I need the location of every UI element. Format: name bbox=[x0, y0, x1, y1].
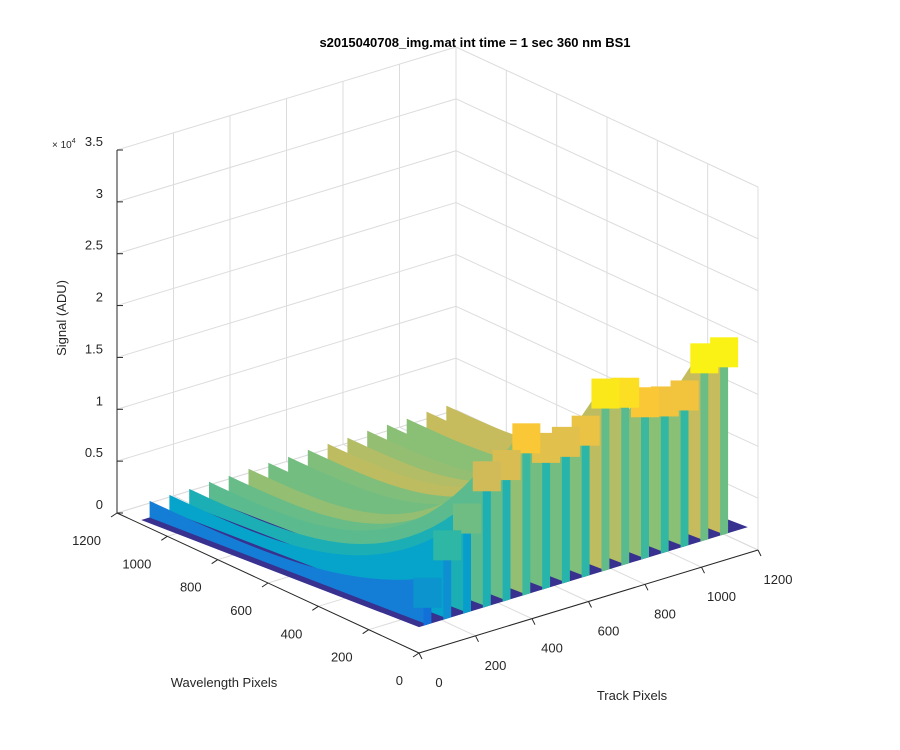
x-tick-label: 1200 bbox=[764, 572, 793, 587]
track-front-face bbox=[581, 416, 590, 578]
track-front-face bbox=[542, 434, 551, 590]
y-tick-label: 600 bbox=[230, 603, 252, 618]
x-tick-label: 0 bbox=[435, 675, 442, 690]
gridline bbox=[116, 150, 457, 255]
track-peak-cap bbox=[512, 423, 541, 454]
x-tick bbox=[531, 618, 536, 625]
chart-title: s2015040708_img.mat int time = 1 sec 360… bbox=[319, 35, 630, 50]
y-tick bbox=[110, 512, 118, 518]
surface-plot bbox=[141, 337, 748, 628]
x-tick bbox=[418, 652, 423, 660]
gridline bbox=[455, 98, 759, 240]
z-tick-label: 0 bbox=[96, 497, 103, 512]
track-peak-cap bbox=[453, 503, 482, 534]
z-tick-label: 0.5 bbox=[85, 445, 103, 460]
y-tick bbox=[362, 629, 369, 635]
gridline bbox=[116, 46, 457, 151]
z-axis-label: Signal (ADU) bbox=[54, 280, 69, 356]
x-tick bbox=[588, 601, 592, 608]
axes-lines bbox=[110, 149, 762, 660]
x-tick bbox=[701, 566, 705, 574]
track-front-face bbox=[522, 424, 531, 596]
gridline bbox=[455, 150, 759, 292]
z-tick-label: 1.5 bbox=[85, 341, 103, 356]
z-tick-label: 3.5 bbox=[85, 134, 103, 149]
z-exponent-label: × 104 bbox=[52, 138, 76, 151]
y-tick-label: 800 bbox=[180, 580, 202, 595]
track-peak-cap bbox=[433, 530, 462, 561]
track-front-face bbox=[621, 378, 630, 566]
z-tick-label: 1 bbox=[96, 393, 103, 408]
x-tick bbox=[644, 584, 649, 591]
track-peak-cap bbox=[413, 577, 442, 608]
z-tick-label: 2.5 bbox=[85, 238, 103, 253]
gridline bbox=[116, 202, 457, 307]
gridline bbox=[116, 409, 457, 514]
x-tick-label: 600 bbox=[598, 624, 620, 639]
y-axis-label: Wavelength Pixels bbox=[171, 675, 278, 690]
y-tick-label: 1000 bbox=[122, 556, 151, 571]
y-tick-label: 400 bbox=[281, 626, 303, 641]
z-tick-label: 3 bbox=[96, 186, 103, 201]
track-front-face bbox=[680, 381, 689, 548]
track-front-face bbox=[641, 388, 649, 560]
track-front-face bbox=[601, 379, 610, 572]
y-tick-label: 1200 bbox=[72, 533, 101, 548]
x-tick bbox=[475, 635, 479, 643]
track-front-face bbox=[502, 451, 511, 602]
track-peak-cap bbox=[690, 343, 719, 374]
track-front-face bbox=[561, 428, 570, 584]
x-tick-label: 1000 bbox=[707, 589, 736, 604]
z-tick-label: 2 bbox=[96, 290, 103, 305]
track-front-face bbox=[660, 387, 669, 554]
x-axis-label: Track Pixels bbox=[597, 688, 668, 703]
gridline bbox=[455, 202, 759, 344]
gridline bbox=[116, 357, 457, 462]
y-tick bbox=[211, 559, 218, 565]
x-tick-label: 200 bbox=[485, 658, 507, 673]
gridline bbox=[116, 305, 457, 410]
track-front-face bbox=[720, 338, 729, 536]
gridline bbox=[116, 98, 457, 203]
track-peak-cap bbox=[472, 461, 501, 492]
y-tick bbox=[261, 582, 269, 588]
gridline bbox=[116, 253, 457, 358]
tick-labels: 0200400600800100012000200400600800100012… bbox=[72, 134, 792, 690]
y-tick-label: 200 bbox=[331, 650, 353, 665]
track-front-face bbox=[482, 462, 491, 608]
y-tick-label: 0 bbox=[396, 673, 403, 688]
y-tick bbox=[161, 535, 168, 541]
x-tick bbox=[757, 549, 762, 557]
y-tick bbox=[412, 652, 420, 658]
gridline bbox=[455, 46, 759, 188]
track-front-face bbox=[700, 344, 709, 542]
y-tick bbox=[312, 605, 319, 611]
track-ridge bbox=[149, 500, 428, 625]
x-tick-label: 400 bbox=[541, 641, 563, 656]
x-tick-label: 800 bbox=[654, 606, 676, 621]
track-peak-cap bbox=[591, 378, 620, 409]
